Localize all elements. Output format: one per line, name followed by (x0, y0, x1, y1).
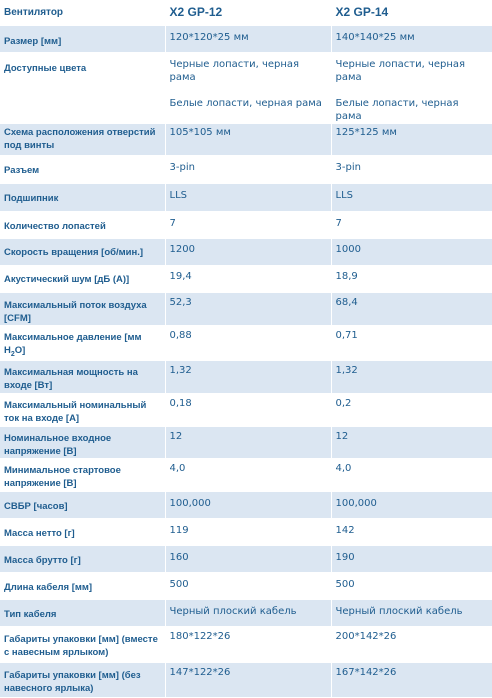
table-row: Подшипник LLS LLS (0, 183, 492, 212)
table-row: Масса брутто [г] 160 190 (0, 545, 492, 574)
row-value-model-2: 1,32 (331, 360, 492, 395)
color-option: Белые лопасти, черная рама (169, 97, 322, 109)
table-row: Максимальное давление [мм H2O] 0,88 0,71 (0, 325, 492, 362)
row-value-model-2: 0,71 (331, 325, 492, 362)
table-row: Акустический шум [дБ (А)] 19,4 18,9 (0, 265, 492, 293)
table-row: СВБР [часов] 100,000 100,000 (0, 491, 492, 520)
table-row: Максимальный номинальный ток на входе [A… (0, 393, 492, 428)
label-subscript: 2 (10, 350, 15, 358)
table-row: Размер [мм] 120*120*25 мм 140*140*25 мм (0, 25, 492, 53)
row-value-model-2: 200*142*26 (331, 626, 492, 664)
table-row: Длина кабеля [мм] 500 500 (0, 572, 492, 601)
row-label-mount-holes: Схема расположения отверстий под винты (0, 123, 166, 156)
row-value-model-1: 180*122*26 (165, 626, 332, 664)
row-value-model-1: Черные лопасти, черная рама Белые лопаст… (165, 52, 332, 124)
row-label-cable-type: Тип кабеля (0, 599, 166, 628)
row-label-current: Максимальный номинальный ток на входе [A… (0, 393, 166, 428)
header-model-1: X2 GP-12 (165, 0, 332, 26)
table-row: Номинальное входное напряжение [В] 12 12 (0, 426, 492, 460)
row-value-model-2: LLS (331, 183, 492, 212)
table-row: Масса нетто [г] 119 142 (0, 518, 492, 547)
row-value-model-1: 52,3 (165, 292, 332, 326)
table-row: Максимальный поток воздуха [CFM] 52,3 68… (0, 292, 492, 326)
row-label-size: Размер [мм] (0, 25, 166, 53)
row-label-colors: Доступные цвета (0, 52, 166, 124)
row-value-model-2: 142 (331, 518, 492, 547)
row-value-model-2: 18,9 (331, 265, 492, 293)
row-value-model-2: 0,2 (331, 393, 492, 428)
row-label-connector: Разъем (0, 155, 166, 184)
row-value-model-2: 100,000 (331, 491, 492, 520)
row-value-model-2: 190 (331, 545, 492, 574)
color-option: Черные лопасти, черная рама (335, 58, 466, 83)
row-value-model-1: 19,4 (165, 265, 332, 293)
row-value-model-2: 125*125 мм (331, 123, 492, 156)
row-label-cable-length: Длина кабеля [мм] (0, 572, 166, 601)
row-value-model-1: 4,0 (165, 458, 332, 493)
label-tail: O] (14, 344, 26, 356)
header-model-2: X2 GP-14 (331, 0, 492, 26)
row-value-model-2: 12 (331, 426, 492, 460)
row-label-airflow: Максимальный поток воздуха [CFM] (0, 292, 166, 326)
row-label-gross-weight: Масса брутто [г] (0, 545, 166, 574)
row-label-rated-voltage: Номинальное входное напряжение [В] (0, 426, 166, 460)
row-value-model-1: 7 (165, 211, 332, 239)
row-value-model-2: 4,0 (331, 458, 492, 493)
row-label-package-with-tag: Габариты упаковки [мм] (вместе с навесны… (0, 626, 166, 664)
row-value-model-1: 0,88 (165, 325, 332, 362)
row-value-model-2: 68,4 (331, 292, 492, 326)
row-value-model-1: Черный плоский кабель (165, 599, 332, 628)
row-value-model-2: 140*140*25 мм (331, 25, 492, 53)
row-value-model-2: Черный плоский кабель (331, 599, 492, 628)
table-row: Минимальное стартовое напряжение [В] 4,0… (0, 458, 492, 493)
table-row: Количество лопастей 7 7 (0, 211, 492, 239)
row-value-model-2: 500 (331, 572, 492, 601)
row-value-model-2: 167*142*26 (331, 662, 492, 698)
row-value-model-1: 1,32 (165, 360, 332, 395)
table-header-row: Вентилятор X2 GP-12 X2 GP-14 (0, 0, 492, 26)
table-row: Доступные цвета Черные лопасти, черная р… (0, 52, 492, 124)
row-value-model-2: 7 (331, 211, 492, 239)
table-row: Тип кабеля Черный плоский кабель Черный … (0, 599, 492, 628)
row-label-mtbf: СВБР [часов] (0, 491, 166, 520)
header-feature: Вентилятор (0, 0, 166, 26)
row-value-model-1: 147*122*26 (165, 662, 332, 698)
row-label-pressure: Максимальное давление [мм H2O] (0, 325, 166, 362)
row-label-noise: Акустический шум [дБ (А)] (0, 265, 166, 293)
row-value-model-1: 500 (165, 572, 332, 601)
row-value-model-1: 160 (165, 545, 332, 574)
table-row: Габариты упаковки [мм] (вместе с навесны… (0, 626, 492, 664)
table-row: Габариты упаковки [мм] (без навесного яр… (0, 662, 492, 698)
row-value-model-1: 105*105 мм (165, 123, 332, 156)
row-value-model-2: 1000 (331, 238, 492, 266)
row-value-model-2: Черные лопасти, черная рама Белые лопаст… (331, 52, 492, 124)
row-label-net-weight: Масса нетто [г] (0, 518, 166, 547)
row-value-model-1: 3-pin (165, 155, 332, 184)
table-row: Максимальная мощность на входе [Вт] 1,32… (0, 360, 492, 395)
row-label-power: Максимальная мощность на входе [Вт] (0, 360, 166, 395)
row-label-blades: Количество лопастей (0, 211, 166, 239)
row-label-package-without-tag: Габариты упаковки [мм] (без навесного яр… (0, 662, 166, 698)
table-row: Схема расположения отверстий под винты 1… (0, 123, 492, 156)
color-option: Черные лопасти, черная рама (169, 58, 300, 83)
row-value-model-1: 1200 (165, 238, 332, 266)
row-value-model-1: LLS (165, 183, 332, 212)
color-option: Белые лопасти, черная рама (335, 97, 459, 122)
table-row: Скорость вращения [об/мин.] 1200 1000 (0, 238, 492, 266)
row-label-speed: Скорость вращения [об/мин.] (0, 238, 166, 266)
label-text: Максимальное давление [мм H (4, 331, 142, 356)
row-label-start-voltage: Минимальное стартовое напряжение [В] (0, 458, 166, 493)
row-value-model-1: 12 (165, 426, 332, 460)
row-value-model-1: 119 (165, 518, 332, 547)
row-value-model-2: 3-pin (331, 155, 492, 184)
row-value-model-1: 0,18 (165, 393, 332, 428)
table-row: Разъем 3-pin 3-pin (0, 155, 492, 184)
row-value-model-1: 100,000 (165, 491, 332, 520)
row-label-bearing: Подшипник (0, 183, 166, 212)
row-value-model-1: 120*120*25 мм (165, 25, 332, 53)
